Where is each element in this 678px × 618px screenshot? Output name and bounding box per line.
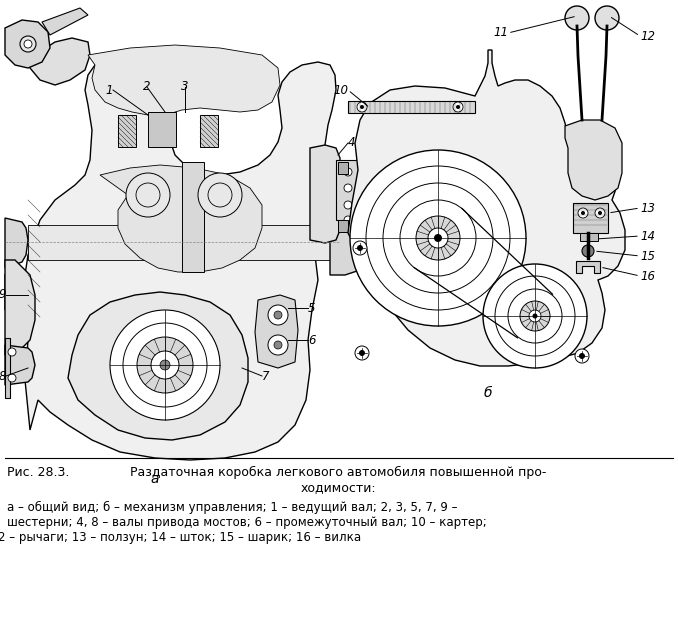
Text: 6: 6 [308, 334, 315, 347]
Circle shape [8, 374, 16, 382]
Circle shape [532, 313, 538, 318]
Bar [148, 112, 176, 147]
Polygon shape [348, 50, 625, 366]
Polygon shape [576, 261, 600, 273]
Circle shape [8, 348, 16, 356]
Text: 5: 5 [308, 302, 315, 315]
Bar [338, 220, 348, 232]
Text: 9: 9 [0, 289, 6, 302]
Circle shape [357, 102, 367, 112]
Polygon shape [5, 345, 35, 385]
Bar [573, 203, 608, 233]
Text: Рис. 28.3.: Рис. 28.3. [7, 466, 69, 479]
Text: а: а [151, 472, 159, 486]
Circle shape [344, 216, 352, 224]
Bar [338, 162, 348, 174]
Circle shape [483, 264, 587, 368]
Text: 3: 3 [181, 80, 188, 93]
Circle shape [137, 337, 193, 393]
Polygon shape [255, 295, 298, 368]
Circle shape [579, 353, 585, 359]
Text: 11, 12 – рычаги; 13 – ползун; 14 – шток; 15 – шарик; 16 – вилка: 11, 12 – рычаги; 13 – ползун; 14 – шток;… [0, 531, 361, 544]
Circle shape [126, 173, 170, 217]
Text: 1: 1 [106, 83, 113, 96]
Circle shape [595, 6, 619, 30]
Bar [580, 233, 598, 241]
Text: шестерни; 4, 8 – валы привода мостов; 6 – промежуточный вал; 10 – картер;: шестерни; 4, 8 – валы привода мостов; 6 … [7, 516, 487, 529]
Circle shape [355, 346, 369, 360]
Text: 2: 2 [143, 80, 151, 93]
Text: б: б [483, 386, 492, 400]
Polygon shape [370, 215, 395, 270]
Circle shape [198, 173, 242, 217]
Circle shape [274, 341, 282, 349]
Text: 8: 8 [0, 370, 6, 383]
Circle shape [428, 228, 448, 248]
Text: 15: 15 [640, 250, 655, 263]
Circle shape [110, 310, 220, 420]
Circle shape [151, 351, 179, 379]
Polygon shape [22, 55, 336, 460]
Circle shape [529, 310, 541, 322]
Polygon shape [348, 101, 475, 113]
Bar [118, 115, 136, 147]
Text: 12: 12 [640, 30, 655, 43]
Polygon shape [88, 45, 280, 115]
Circle shape [456, 105, 460, 109]
Circle shape [565, 6, 589, 30]
Circle shape [160, 360, 170, 370]
Polygon shape [5, 218, 28, 268]
Circle shape [434, 234, 442, 242]
Circle shape [274, 311, 282, 319]
Circle shape [357, 245, 363, 251]
Circle shape [20, 36, 36, 52]
Text: 7: 7 [262, 370, 269, 383]
Polygon shape [310, 145, 340, 243]
Circle shape [416, 216, 460, 260]
Circle shape [350, 150, 526, 326]
Text: а – общий вид; б – механизм управления; 1 – ведущий вал; 2, 3, 5, 7, 9 –: а – общий вид; б – механизм управления; … [7, 501, 458, 514]
Circle shape [268, 335, 288, 355]
Circle shape [268, 305, 288, 325]
Circle shape [581, 211, 585, 215]
Circle shape [575, 349, 589, 363]
Polygon shape [100, 165, 262, 272]
Bar [28, 225, 338, 260]
Circle shape [453, 102, 463, 112]
Circle shape [598, 211, 602, 215]
Circle shape [344, 184, 352, 192]
Text: 16: 16 [640, 269, 655, 282]
Polygon shape [5, 20, 50, 68]
Circle shape [359, 350, 365, 356]
Text: 11: 11 [493, 27, 508, 40]
Circle shape [344, 201, 352, 209]
Bar [5, 338, 10, 398]
Circle shape [520, 301, 550, 331]
Circle shape [353, 241, 367, 255]
Text: 10: 10 [333, 83, 348, 96]
Polygon shape [5, 260, 35, 355]
Circle shape [578, 208, 588, 218]
Circle shape [24, 40, 32, 48]
Text: 14: 14 [640, 229, 655, 242]
Bar [200, 115, 218, 147]
Circle shape [582, 245, 594, 257]
Circle shape [595, 208, 605, 218]
Circle shape [344, 168, 352, 176]
Polygon shape [565, 120, 622, 200]
Polygon shape [5, 274, 26, 310]
Circle shape [360, 105, 364, 109]
Polygon shape [30, 38, 90, 85]
Polygon shape [68, 292, 248, 440]
Text: Раздаточная коробка легкового автомобиля повышенной про-: Раздаточная коробка легкового автомобиля… [129, 466, 546, 479]
Bar [182, 162, 204, 272]
Text: 4: 4 [348, 137, 355, 150]
Text: ходимости:: ходимости: [300, 481, 376, 494]
Text: 13: 13 [640, 201, 655, 214]
Polygon shape [42, 8, 88, 35]
Polygon shape [330, 210, 370, 275]
Bar [336, 160, 366, 220]
